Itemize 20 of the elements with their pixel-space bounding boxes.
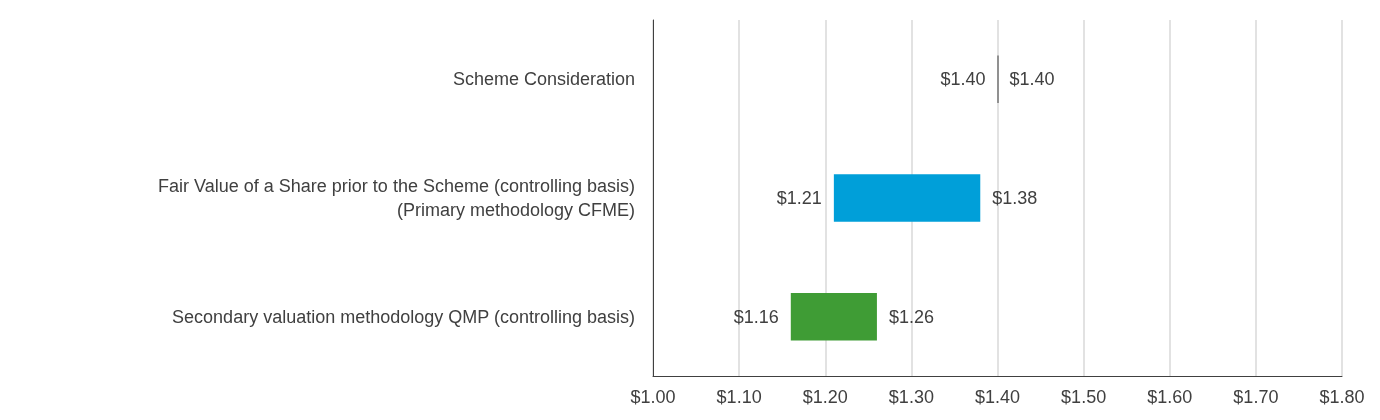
x-tick-label: $1.60 — [1147, 387, 1193, 407]
y-tick-label: Secondary valuation methodology QMP (controlling basis) — [172, 306, 635, 327]
x-tick-label: $1.20 — [802, 387, 848, 407]
annotation: $1.40 — [1009, 69, 1055, 90]
annotation: $1.26 — [888, 306, 934, 327]
y-tick-label: Fair Value of a Share prior to the Scheme (controlling basis) (Primary methodology CFME) — [158, 176, 635, 220]
x-tick-label: $1.70 — [1233, 387, 1279, 407]
x-tick-label: $1.80 — [1319, 387, 1365, 407]
x-tick-label: $1.10 — [716, 387, 762, 407]
x-tick-label: $1.50 — [1061, 387, 1107, 407]
annotation: $1.16 — [733, 306, 779, 327]
bar — [790, 292, 877, 341]
y-tick-label: Scheme Consideration — [452, 69, 635, 90]
annotation: $1.38 — [992, 188, 1038, 208]
x-tick-label: $1.00 — [630, 387, 676, 407]
annotation: $1.21 — [776, 188, 822, 208]
annotation: $1.40 — [940, 69, 986, 90]
x-tick-label: $1.30 — [888, 387, 934, 407]
x-tick-label: $1.40 — [974, 387, 1021, 407]
bar — [833, 174, 981, 222]
